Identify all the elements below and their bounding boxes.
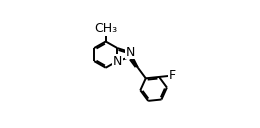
Text: F: F [169,69,176,82]
Text: N: N [113,55,122,68]
Text: N: N [125,46,135,59]
Text: CH₃: CH₃ [94,22,117,35]
